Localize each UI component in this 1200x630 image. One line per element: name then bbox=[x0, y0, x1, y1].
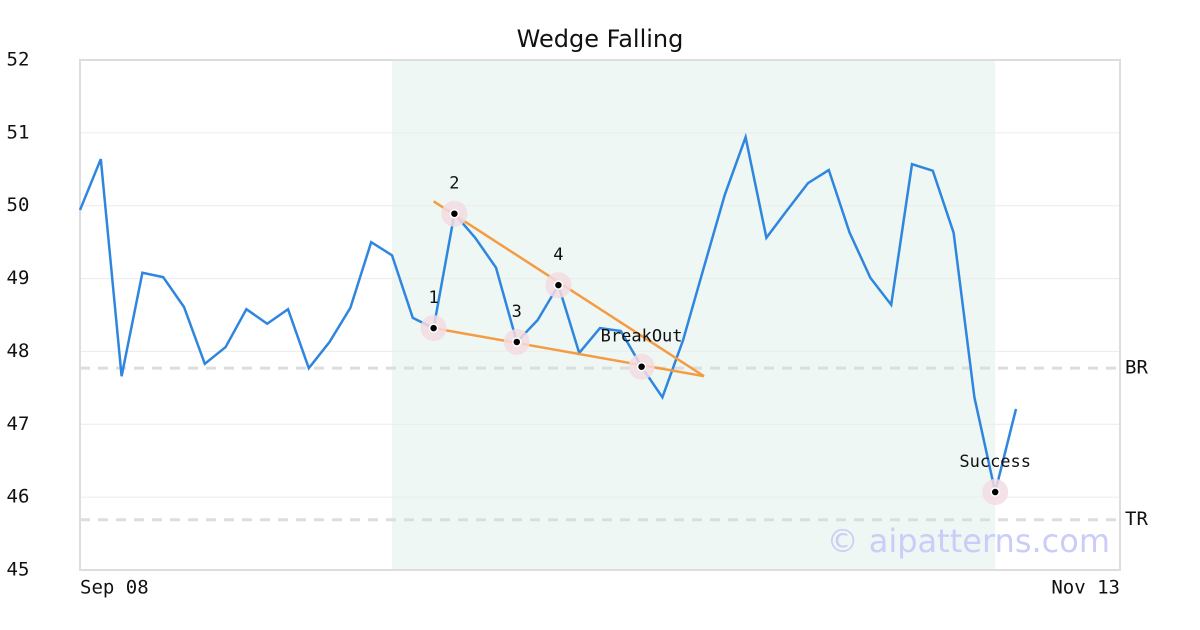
trend-line bbox=[433, 326, 705, 378]
marker-dot bbox=[512, 337, 522, 347]
y-tick-label: 48 bbox=[7, 340, 30, 362]
marker-dot bbox=[428, 323, 439, 333]
y-tick-label: 46 bbox=[7, 486, 30, 508]
chart-title: Wedge Falling bbox=[517, 25, 684, 53]
marker-label: 4 bbox=[553, 245, 563, 265]
marker-label: 3 bbox=[512, 302, 522, 322]
marker-dot bbox=[553, 280, 564, 290]
watermark: © aipatterns.com bbox=[827, 522, 1110, 560]
y-tick-label: 52 bbox=[7, 49, 30, 71]
marker-label: 2 bbox=[449, 174, 459, 194]
y-tick-label: 49 bbox=[7, 267, 30, 289]
marker-label: BreakOut bbox=[601, 327, 683, 347]
marker-dot bbox=[990, 487, 1000, 497]
y-tick-label: 51 bbox=[7, 121, 30, 143]
level-label: BR bbox=[1125, 357, 1148, 379]
plot-frame bbox=[79, 59, 1121, 571]
marker-label: 1 bbox=[428, 288, 438, 308]
shaded-region bbox=[392, 60, 996, 570]
marker-label: Success bbox=[959, 452, 1031, 472]
level-label: TR bbox=[1125, 508, 1148, 530]
x-tick-label: Nov 13 bbox=[1051, 577, 1120, 599]
y-tick-label: 50 bbox=[7, 194, 30, 216]
y-tick-label: 47 bbox=[7, 413, 30, 435]
x-tick-label: Sep 08 bbox=[80, 577, 149, 599]
y-tick-label: 45 bbox=[7, 559, 30, 581]
price-line bbox=[78, 132, 1018, 493]
marker-dot bbox=[636, 361, 647, 372]
marker-dot bbox=[449, 208, 460, 219]
